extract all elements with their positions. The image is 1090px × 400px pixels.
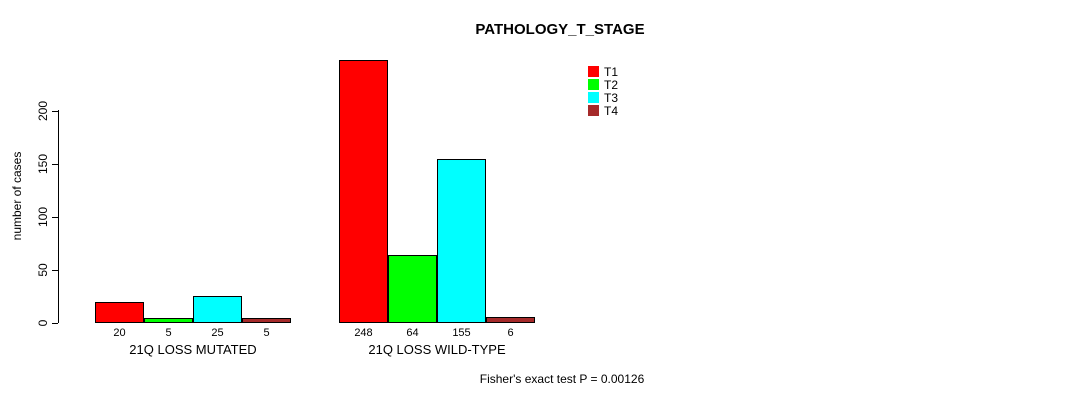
- bar-value-label: 20: [113, 327, 126, 339]
- y-tick-mark: [52, 269, 58, 271]
- group-label: 21Q LOSS WILD-TYPE: [368, 342, 506, 357]
- y-tick-mark: [52, 163, 58, 165]
- bar-value-label: 248: [354, 327, 373, 339]
- legend-row: T1: [588, 64, 619, 79]
- bar-value-label: 64: [406, 327, 419, 339]
- legend-row: T4: [588, 103, 619, 118]
- y-tick-label: 50: [36, 262, 50, 277]
- bar-t4-group1: [242, 318, 291, 323]
- y-tick-mark: [52, 322, 58, 324]
- bar-value-label: 5: [263, 327, 270, 339]
- legend-swatch-t3: [588, 92, 599, 103]
- bar-t2-group1: [144, 318, 193, 323]
- y-tick-label: 0: [36, 319, 50, 326]
- bar-value-label: 6: [507, 327, 514, 339]
- legend: T1 T2 T3 T4: [588, 64, 619, 118]
- bar-value-label: 25: [211, 327, 224, 339]
- y-tick-label: 100: [36, 206, 50, 227]
- bar-t3-group2: [437, 159, 486, 323]
- bar-t1-group2: [339, 60, 388, 323]
- legend-label: T1: [604, 64, 619, 79]
- bar-t1-group1: [95, 302, 144, 323]
- legend-label: T2: [604, 77, 619, 92]
- y-tick-mark: [52, 110, 58, 112]
- y-axis-line: [58, 110, 59, 323]
- group-label: 21Q LOSS MUTATED: [129, 342, 257, 357]
- legend-swatch-t1: [588, 66, 599, 77]
- legend-row: T2: [588, 77, 619, 92]
- legend-label: T3: [604, 90, 619, 105]
- chart-title: PATHOLOGY_T_STAGE: [475, 21, 645, 38]
- legend-swatch-t4: [588, 105, 599, 116]
- y-axis-label: number of cases: [10, 151, 24, 241]
- bar-value-label: 155: [452, 327, 471, 339]
- bar-t3-group1: [193, 296, 242, 323]
- fisher-test-annotation: Fisher's exact test P = 0.00126: [479, 372, 645, 386]
- bar-t2-group2: [388, 255, 437, 323]
- legend-label: T4: [604, 103, 619, 118]
- bar-value-label: 5: [165, 327, 172, 339]
- bar-t4-group2: [486, 317, 535, 323]
- legend-row: T3: [588, 90, 619, 105]
- legend-swatch-t2: [588, 79, 599, 90]
- y-tick-label: 150: [36, 153, 50, 174]
- y-tick-mark: [52, 216, 58, 218]
- y-tick-label: 200: [36, 100, 50, 121]
